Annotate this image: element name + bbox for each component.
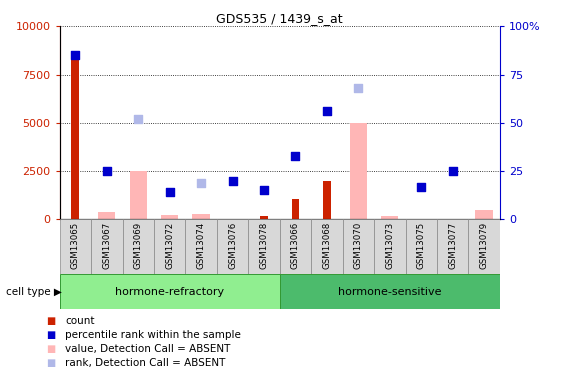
- Bar: [154, 219, 185, 274]
- Point: [228, 178, 237, 184]
- Bar: [280, 274, 500, 309]
- Bar: [323, 181, 331, 219]
- Bar: [475, 210, 493, 219]
- Bar: [374, 219, 406, 274]
- Bar: [60, 219, 91, 274]
- Bar: [60, 274, 279, 309]
- Text: GSM13077: GSM13077: [448, 222, 457, 269]
- Text: GSM13067: GSM13067: [102, 222, 111, 269]
- Bar: [161, 214, 178, 219]
- Text: hormone-sensitive: hormone-sensitive: [338, 286, 441, 297]
- Text: ■: ■: [47, 330, 56, 340]
- Bar: [217, 219, 248, 274]
- Bar: [193, 214, 210, 219]
- Point: [323, 108, 332, 114]
- Text: ■: ■: [47, 344, 56, 354]
- Bar: [98, 211, 115, 219]
- Bar: [280, 219, 311, 274]
- Text: GSM13069: GSM13069: [133, 222, 143, 269]
- Point: [165, 189, 174, 195]
- Point: [417, 183, 426, 189]
- Bar: [123, 219, 154, 274]
- Bar: [381, 216, 398, 219]
- Bar: [291, 199, 299, 219]
- Text: rank, Detection Call = ABSENT: rank, Detection Call = ABSENT: [65, 358, 225, 368]
- Bar: [185, 219, 217, 274]
- Text: percentile rank within the sample: percentile rank within the sample: [65, 330, 241, 340]
- Text: count: count: [65, 316, 95, 326]
- Bar: [311, 219, 343, 274]
- Bar: [343, 219, 374, 274]
- Bar: [130, 171, 147, 219]
- Text: hormone-refractory: hormone-refractory: [115, 286, 224, 297]
- Text: cell type ▶: cell type ▶: [6, 286, 61, 297]
- Bar: [248, 219, 279, 274]
- Text: GSM13070: GSM13070: [354, 222, 363, 269]
- Text: ■: ■: [47, 358, 56, 368]
- Text: ■: ■: [47, 316, 56, 326]
- Bar: [91, 219, 123, 274]
- Text: GSM13066: GSM13066: [291, 222, 300, 269]
- Text: GSM13074: GSM13074: [197, 222, 206, 269]
- Text: value, Detection Call = ABSENT: value, Detection Call = ABSENT: [65, 344, 231, 354]
- Point: [354, 85, 363, 91]
- Bar: [72, 55, 80, 219]
- Point: [133, 116, 143, 122]
- Point: [197, 180, 206, 186]
- Point: [260, 188, 269, 194]
- Point: [102, 168, 111, 174]
- Title: GDS535 / 1439_s_at: GDS535 / 1439_s_at: [216, 12, 343, 25]
- Bar: [260, 216, 268, 219]
- Text: GSM13072: GSM13072: [165, 222, 174, 269]
- Text: GSM13068: GSM13068: [323, 222, 331, 269]
- Text: GSM13076: GSM13076: [228, 222, 237, 269]
- Text: GSM13075: GSM13075: [417, 222, 426, 269]
- Point: [71, 52, 80, 58]
- Text: GSM13065: GSM13065: [71, 222, 80, 269]
- Bar: [350, 123, 367, 219]
- Bar: [469, 219, 500, 274]
- Bar: [406, 219, 437, 274]
- Point: [291, 153, 300, 159]
- Text: GSM13079: GSM13079: [479, 222, 488, 269]
- Point: [448, 168, 457, 174]
- Text: GSM13073: GSM13073: [385, 222, 394, 269]
- Text: GSM13078: GSM13078: [260, 222, 269, 269]
- Bar: [437, 219, 469, 274]
